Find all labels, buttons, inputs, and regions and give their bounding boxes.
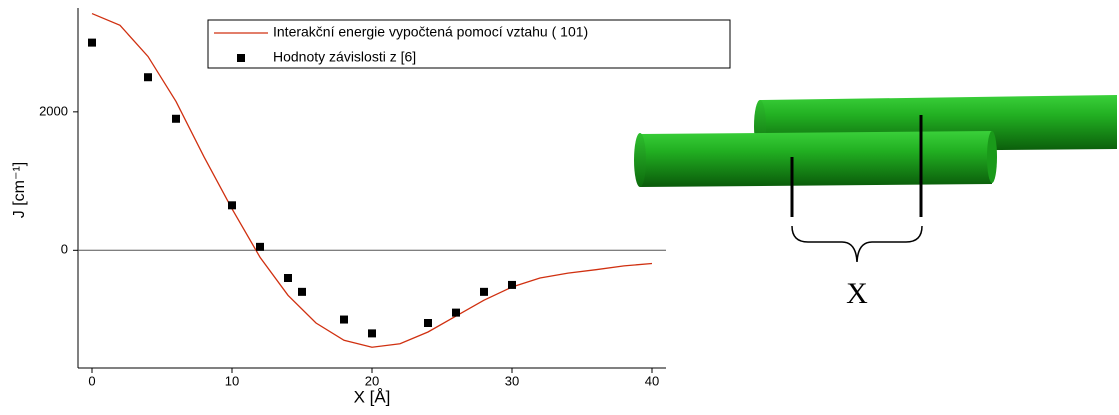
x-tick-label: 40 xyxy=(645,373,659,388)
x-axis-label: X [Å] xyxy=(354,387,391,406)
data-point xyxy=(424,319,432,327)
data-point xyxy=(88,39,96,47)
chart: 0 2000 0 10 20 30 40 X [Å] J [cm⁻¹] Interakční en… xyxy=(11,8,730,406)
x-tick-label: 10 xyxy=(225,373,239,388)
diagram: X xyxy=(634,95,1117,310)
legend-label: Hodnoty závislosti z [6] xyxy=(273,49,416,65)
cylinder-cap xyxy=(987,131,997,183)
y-axis-label: J [cm⁻¹] xyxy=(11,162,28,218)
cylinder-cap xyxy=(634,133,646,187)
front-cylinder xyxy=(640,131,992,187)
legend-label: Interakční energie vypočtená pomocí vzta… xyxy=(273,24,588,40)
data-point xyxy=(368,329,376,337)
brace xyxy=(792,226,922,262)
x-tick-label: 30 xyxy=(505,373,519,388)
legend-swatch xyxy=(237,54,245,62)
data-point xyxy=(228,201,236,209)
data-point xyxy=(480,288,488,296)
data-point xyxy=(452,309,460,317)
y-tick-label: 0 xyxy=(61,242,68,257)
data-point xyxy=(508,281,516,289)
diagram-label: X xyxy=(846,277,868,310)
data-point xyxy=(298,288,306,296)
data-point xyxy=(284,274,292,282)
data-point xyxy=(256,243,264,251)
data-point xyxy=(340,316,348,324)
data-point xyxy=(144,73,152,81)
data-point xyxy=(172,115,180,123)
y-tick-label: 2000 xyxy=(39,103,68,118)
x-tick-label: 20 xyxy=(365,373,379,388)
x-tick-label: 0 xyxy=(88,373,95,388)
page: 0 2000 0 10 20 30 40 X [Å] J [cm⁻¹] Interakční en… xyxy=(0,0,1119,410)
legend: Interakční energie vypočtená pomocí vzta… xyxy=(208,20,730,68)
